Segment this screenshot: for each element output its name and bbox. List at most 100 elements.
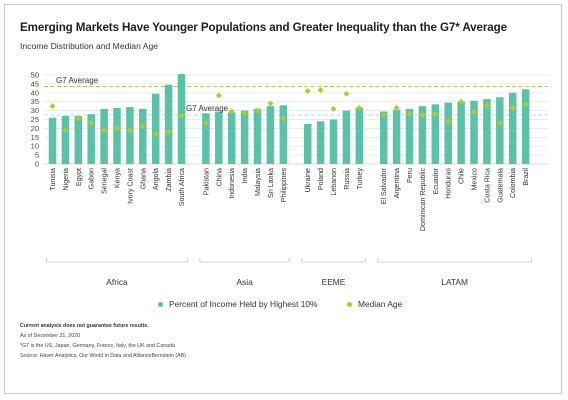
bar bbox=[177, 74, 186, 164]
category-label: Egypt bbox=[75, 168, 83, 186]
group-label: EEME bbox=[322, 277, 346, 287]
median-age-point bbox=[114, 125, 120, 132]
y-tick-label: 30 bbox=[31, 106, 39, 115]
date-note: As of December 31, 2020 bbox=[20, 333, 81, 339]
median-age-point bbox=[62, 127, 69, 134]
median-age-point bbox=[139, 122, 146, 129]
median-age-point bbox=[330, 105, 337, 112]
bar bbox=[48, 117, 57, 164]
median-age-point bbox=[380, 112, 387, 119]
category-label: Ivory Coast bbox=[126, 168, 134, 204]
category-label: India bbox=[241, 168, 249, 183]
category-label: China bbox=[215, 168, 223, 187]
bar bbox=[100, 108, 108, 164]
category-label: Argentina bbox=[393, 168, 401, 198]
legend-swatch-income bbox=[158, 301, 163, 307]
group-label: Africa bbox=[106, 277, 128, 287]
category-label: Brazil bbox=[522, 168, 530, 186]
category-label: Ukraine bbox=[304, 168, 312, 192]
median-age-point bbox=[406, 111, 413, 118]
median-age-point bbox=[165, 128, 172, 135]
median-age-point bbox=[458, 98, 465, 105]
category-label: Angola bbox=[152, 168, 160, 190]
category-label: South Africa bbox=[178, 168, 186, 206]
median-age-point bbox=[432, 111, 439, 118]
category-label: Lebanon bbox=[330, 168, 338, 196]
median-age-point bbox=[393, 104, 400, 111]
category-label: Malaysia bbox=[254, 168, 262, 196]
bar bbox=[164, 84, 173, 164]
bar bbox=[279, 105, 288, 164]
bar bbox=[303, 123, 312, 164]
category-label: Colombia bbox=[509, 168, 517, 198]
bar bbox=[126, 107, 134, 164]
bar bbox=[457, 101, 465, 164]
category-label: Poland bbox=[317, 168, 325, 190]
bar bbox=[151, 93, 160, 164]
group-label: LATAM bbox=[441, 277, 468, 287]
median-age-point bbox=[152, 130, 159, 137]
category-label: Mexico bbox=[471, 168, 479, 191]
category-label: Indonesia bbox=[228, 168, 236, 199]
median-age-point bbox=[178, 112, 185, 119]
category-label: Nigeria bbox=[62, 168, 70, 191]
bar bbox=[355, 107, 364, 164]
chart-title: Emerging Markets Have Younger Population… bbox=[20, 21, 507, 34]
y-tick-label: 35 bbox=[31, 97, 39, 106]
chart-frame bbox=[4, 4, 562, 394]
bar bbox=[405, 108, 414, 164]
bar bbox=[74, 115, 83, 164]
median-age-point bbox=[483, 102, 490, 109]
bar bbox=[61, 115, 70, 164]
y-tick-label: 5 bbox=[35, 151, 39, 160]
bar bbox=[87, 114, 95, 164]
legend-swatch-median-age bbox=[347, 301, 352, 307]
bar bbox=[483, 99, 491, 164]
median-age-point bbox=[75, 115, 82, 122]
median-age-point bbox=[241, 110, 248, 117]
category-label: Ghana bbox=[139, 168, 147, 189]
median-age-point bbox=[267, 100, 274, 107]
median-age-point bbox=[522, 101, 529, 108]
median-age-point bbox=[419, 112, 426, 119]
median-age-point bbox=[202, 120, 209, 127]
median-age-point bbox=[254, 107, 261, 114]
chart-subtitle: Income Distribution and Median Age bbox=[20, 41, 159, 51]
median-age-point bbox=[49, 103, 56, 110]
bar bbox=[342, 110, 351, 164]
category-label: Sri Lanka bbox=[267, 168, 275, 198]
g7-age-label: G7 Average bbox=[186, 104, 229, 113]
bar bbox=[240, 110, 249, 164]
median-age-point bbox=[228, 108, 235, 115]
g7-income-label: G7 Average bbox=[56, 76, 99, 85]
category-label: Tunisia bbox=[49, 168, 57, 191]
legend-label-income: Percent of Income Held by Highest 10% bbox=[169, 299, 318, 309]
median-age-point bbox=[280, 115, 287, 122]
category-label: Russia bbox=[343, 168, 351, 190]
median-age-point bbox=[343, 90, 350, 97]
bar bbox=[431, 104, 440, 164]
category-label: Zambia bbox=[165, 168, 173, 192]
median-age-point bbox=[126, 127, 133, 134]
median-age-point bbox=[88, 120, 95, 127]
category-label: El Salvador bbox=[380, 167, 388, 204]
category-label: Peru bbox=[406, 168, 414, 183]
g7-definition-note: *G7 is the US, Japan, Germany, France, I… bbox=[20, 343, 175, 349]
bar bbox=[266, 106, 275, 164]
median-age-point bbox=[215, 92, 222, 99]
median-age-point bbox=[304, 88, 311, 95]
bar bbox=[508, 92, 517, 164]
group-label: Asia bbox=[236, 277, 253, 287]
y-tick-label: 20 bbox=[31, 124, 39, 133]
median-age-point bbox=[445, 118, 452, 125]
median-age-point bbox=[496, 120, 503, 127]
median-age-point bbox=[101, 127, 108, 134]
bar bbox=[379, 111, 388, 164]
footnotes: Current analysis does not guarantee futu… bbox=[20, 321, 186, 361]
bar bbox=[418, 106, 427, 164]
category-label: Turkey bbox=[356, 168, 364, 190]
category-label: Senegal bbox=[101, 168, 109, 194]
legend-item-median-age: Median Age bbox=[347, 299, 402, 309]
source-note: Source: Haver Analytics, Our World in Da… bbox=[20, 353, 186, 359]
y-tick-label: 50 bbox=[31, 71, 39, 80]
